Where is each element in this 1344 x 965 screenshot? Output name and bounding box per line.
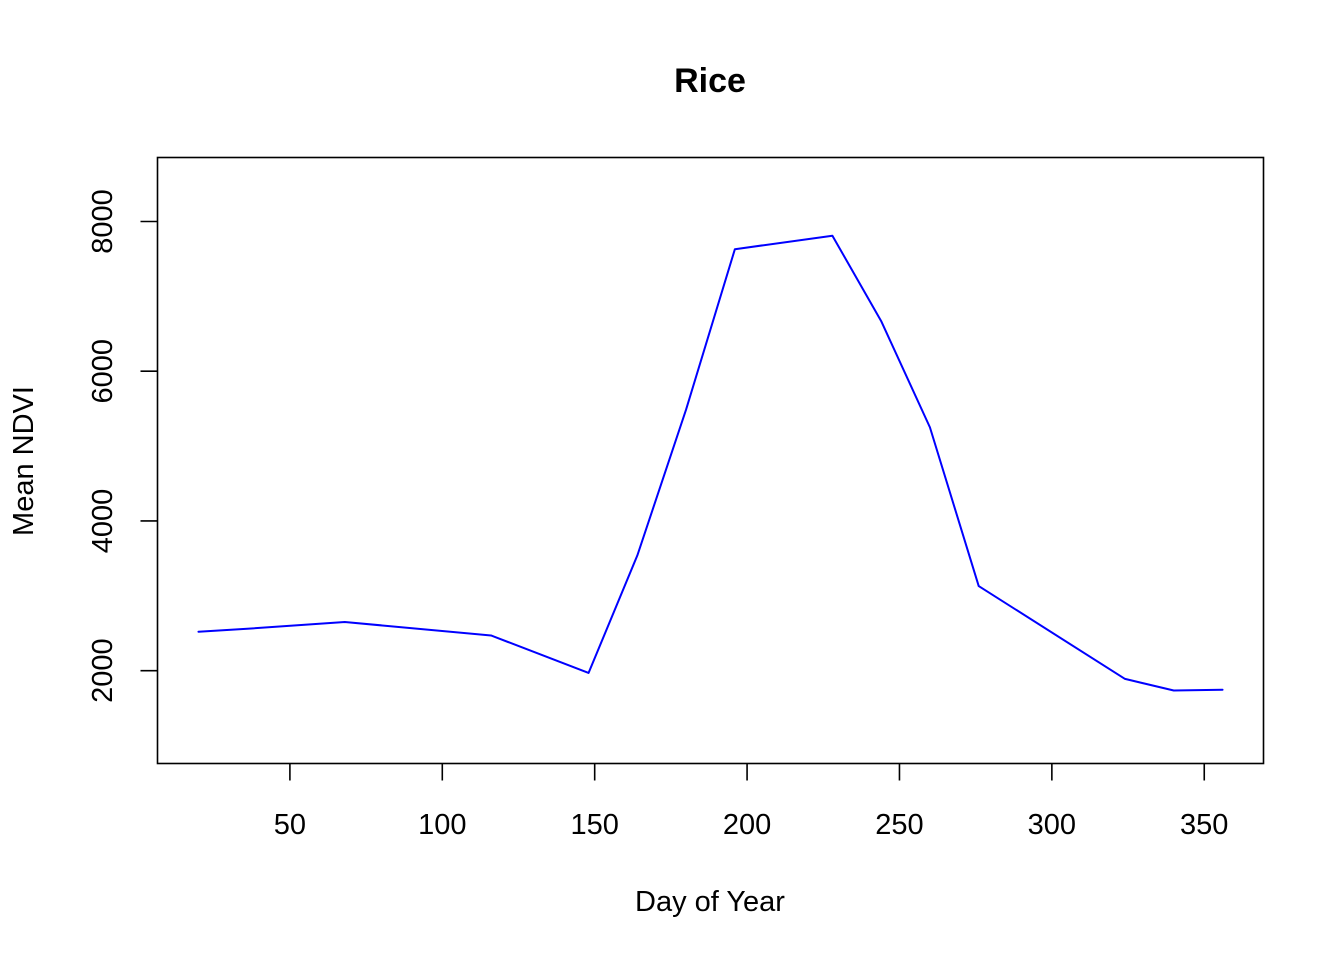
x-axis-label: Day of Year <box>635 886 785 918</box>
x-tick-label: 200 <box>723 809 771 841</box>
y-axis: 2000 4000 6000 8000 <box>87 189 158 703</box>
series-line <box>197 234 1224 692</box>
chart-title: Rice <box>674 62 746 100</box>
x-axis: 50 100 150 200 250 300 350 <box>274 763 1228 841</box>
x-tick-label: 100 <box>418 809 466 841</box>
x-tick-label: 150 <box>570 809 618 841</box>
x-tick-label: 300 <box>1028 809 1076 841</box>
y-tick-label: 4000 <box>87 489 119 554</box>
y-tick-label: 2000 <box>87 638 119 703</box>
y-axis-label: Mean NDVI <box>8 386 40 536</box>
x-tick-label: 50 <box>274 809 306 841</box>
plot-frame <box>156 156 1265 765</box>
x-tick-label: 350 <box>1180 809 1228 841</box>
x-tick-label: 250 <box>875 809 923 841</box>
y-tick-label: 6000 <box>87 339 119 404</box>
y-tick-label: 8000 <box>87 189 119 254</box>
series-layer <box>197 234 1224 692</box>
